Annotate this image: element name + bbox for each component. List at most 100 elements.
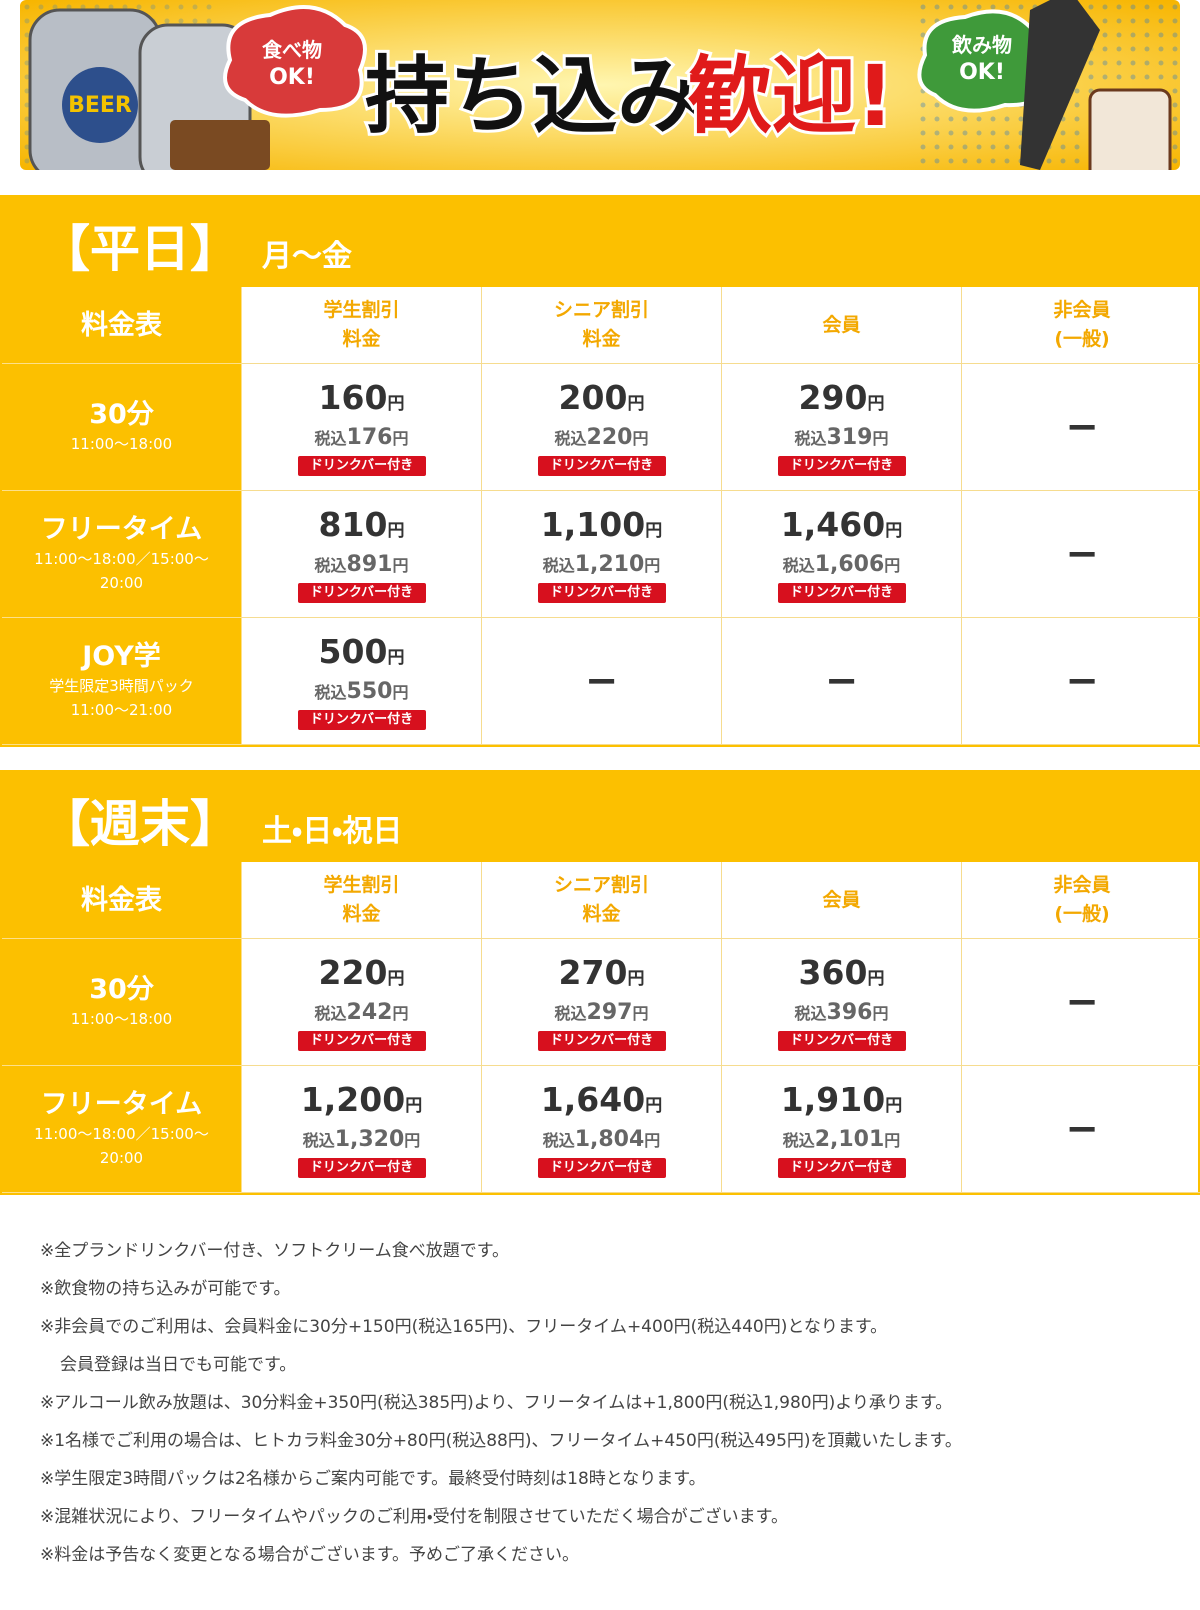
header-line: 料金	[342, 903, 381, 925]
tax-price: 税込891円	[315, 550, 409, 581]
price-unit: 円	[387, 393, 405, 414]
price: 1,200円	[301, 1080, 422, 1125]
section-days: 月〜金	[262, 239, 352, 274]
price-unit: 円	[627, 968, 645, 989]
price-value: 1,910	[780, 1079, 886, 1119]
tax-label: 税込	[554, 428, 587, 448]
note: ※非会員でのご利用は、会員料金に30分+150円(税込165円)、フリータイム+…	[40, 1317, 888, 1337]
tax-price: 税込1,804円	[543, 1125, 661, 1156]
price-unit: 円	[387, 520, 405, 541]
tax-label: 税込	[782, 1130, 815, 1150]
header-line: 会員	[822, 888, 861, 911]
column-header: 会員	[722, 287, 962, 364]
section-title: 【平日】	[40, 220, 240, 278]
tax-price: 税込1,210円	[543, 550, 661, 581]
price-cell: 500円 税込550円 ドリンクバー付き	[242, 618, 482, 745]
plan-name: 30分	[89, 974, 154, 1005]
column-header: シニア割引 料金	[482, 862, 722, 939]
price-cell: 1,640円 税込1,804円 ドリンクバー付き	[482, 1066, 722, 1193]
price-cell: −	[722, 618, 962, 745]
plan-time: 11:00〜21:00	[70, 701, 173, 719]
price-unit: 円	[867, 393, 885, 414]
food-line2: OK!	[269, 65, 315, 90]
tax-unit: 円	[392, 682, 409, 702]
price: 1,640円	[540, 1079, 662, 1125]
tax-price: 税込396円	[795, 998, 889, 1029]
plan-name: 30分	[89, 399, 154, 430]
drink-bar-badge: ドリンクバー付き	[777, 582, 906, 603]
price-value: 810	[318, 504, 388, 544]
header-line: 会員	[822, 313, 861, 336]
note: ※アルコール飲み放題は、30分料金+350円(税込385円)より、フリータイムは…	[40, 1393, 953, 1413]
price-cell: 360円 税込396円 ドリンクバー付き	[722, 939, 962, 1066]
column-header: 学生割引 料金	[242, 862, 482, 939]
price-cell: 1,200円 税込1,320円 ドリンクバー付き	[242, 1066, 482, 1193]
price-unit: 円	[885, 1095, 903, 1116]
price-value: 1,640	[540, 1079, 646, 1119]
tax-value: 1,804	[574, 1126, 645, 1152]
column-header: 学生割引 料金	[242, 287, 482, 364]
drink-bar-badge: ドリンクバー付き	[297, 1030, 426, 1051]
tax-label: 税込	[782, 555, 815, 575]
row-label: 30分 11:00〜18:00	[2, 364, 242, 491]
note: ※料金は予告なく変更となる場合がございます。予めご了承ください。	[40, 1545, 580, 1565]
header-line: (一般)	[1054, 903, 1110, 925]
tax-unit: 円	[644, 1130, 661, 1150]
price: 270円	[559, 953, 645, 998]
tax-label: 税込	[314, 682, 347, 702]
header-line: 料金	[582, 903, 621, 925]
tax-price: 税込176円	[315, 423, 409, 454]
price: 200円	[559, 378, 645, 423]
price-table: 料金表 学生割引 料金 シニア割引 料金 会員 非会員 (一般) 30分 11:00〜18:00 1…	[0, 287, 1200, 747]
drink-bar-badge: ドリンクバー付き	[537, 455, 666, 476]
tax-unit: 円	[392, 1003, 409, 1023]
tax-price: 税込550円	[315, 677, 409, 708]
price: 220円	[319, 953, 405, 998]
banner: BEER 食べ物 OK! 持ち込み 歓迎! 飲み物 OK!	[20, 0, 1180, 170]
price-cell: 220円 税込242円 ドリンクバー付き	[242, 939, 482, 1066]
price-value: 290	[798, 377, 868, 417]
price-cell: 810円 税込891円 ドリンクバー付き	[242, 491, 482, 618]
row-label: JOY学 学生限定3時間パック 11:00〜21:00	[2, 618, 242, 745]
header-line: 非会員	[1053, 874, 1111, 896]
banner-title-red: 歓迎!	[688, 47, 894, 145]
price-unit: 円	[387, 647, 405, 668]
tax-unit: 円	[884, 555, 901, 575]
tax-value: 319	[826, 424, 873, 450]
section-header: 【平日】 月〜金	[0, 195, 1200, 287]
drink-bar-badge: ドリンクバー付き	[777, 1157, 906, 1178]
tax-unit: 円	[884, 1130, 901, 1150]
price-unit: 円	[645, 520, 663, 541]
banner-title-black: 持ち込み	[365, 47, 701, 145]
price-cell: −	[962, 491, 1200, 618]
note: ※1名様でご利用の場合は、ヒトカラ料金30分+80円(税込88円)、フリータイム…	[40, 1431, 962, 1451]
price-cell: 200円 税込220円 ドリンクバー付き	[482, 364, 722, 491]
price-value: 160	[318, 377, 388, 417]
tax-label: 税込	[542, 555, 575, 575]
notes: ※全プランドリンクバー付き、ソフトクリーム食べ放題です。 ※飲食物の持ち込みが可能…	[40, 1232, 1180, 1574]
column-header: 料金表	[2, 862, 242, 939]
header-line: 料金表	[81, 309, 162, 341]
section-header: 【週末】 土・日・祝日	[0, 770, 1200, 862]
price: 810円	[318, 504, 405, 550]
header-line: 料金表	[81, 884, 162, 916]
price-value: 1,100	[540, 504, 646, 544]
tax-label: 税込	[314, 1003, 347, 1023]
tax-label: 税込	[314, 555, 347, 575]
tax-unit: 円	[404, 1130, 421, 1150]
tax-label: 税込	[794, 1003, 827, 1023]
price-section: 【週末】 土・日・祝日 料金表 学生割引 料金 シニア割引 料金 会員 非会員 (一般) 30分 11…	[0, 770, 1200, 1195]
tax-label: 税込	[794, 428, 827, 448]
header-line: 料金	[342, 328, 381, 350]
tax-price: 税込242円	[315, 998, 409, 1029]
tax-value: 220	[586, 424, 633, 450]
dash: −	[1065, 1106, 1099, 1152]
price-unit: 円	[885, 520, 903, 541]
price-unit: 円	[867, 968, 885, 989]
drink-line2: OK!	[959, 60, 1005, 85]
price: 500円	[319, 632, 405, 677]
tax-value: 242	[346, 999, 393, 1025]
price-cell: −	[482, 618, 722, 745]
